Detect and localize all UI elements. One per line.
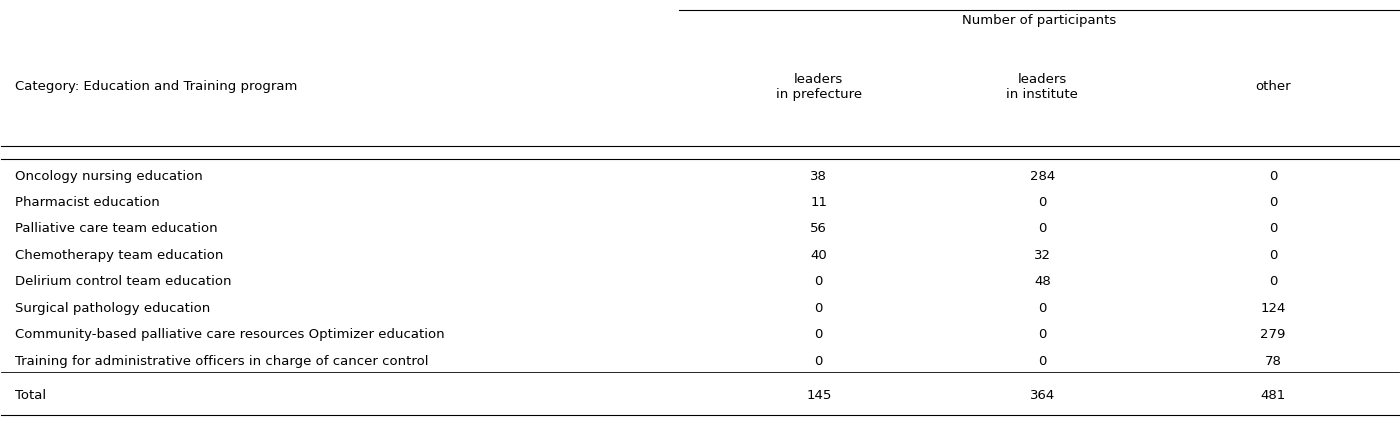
Text: 0: 0 [1268,169,1277,183]
Text: Community-based palliative care resources Optimizer education: Community-based palliative care resource… [15,328,445,341]
Text: 0: 0 [1268,223,1277,236]
Text: Pharmacist education: Pharmacist education [15,196,160,209]
Text: 124: 124 [1260,302,1285,315]
Text: 0: 0 [1268,196,1277,209]
Text: 0: 0 [1039,328,1047,341]
Text: 0: 0 [1039,223,1047,236]
Text: Total: Total [15,389,46,402]
Text: 40: 40 [811,249,827,262]
Text: Delirium control team education: Delirium control team education [15,275,232,288]
Text: 32: 32 [1033,249,1051,262]
Text: 145: 145 [806,389,832,402]
Text: other: other [1254,80,1291,93]
Text: leaders
in prefecture: leaders in prefecture [776,73,862,101]
Text: 0: 0 [1039,302,1047,315]
Text: 0: 0 [1268,249,1277,262]
Text: 481: 481 [1260,389,1285,402]
Text: 48: 48 [1035,275,1050,288]
Text: Oncology nursing education: Oncology nursing education [15,169,203,183]
Text: 364: 364 [1029,389,1056,402]
Text: leaders
in institute: leaders in institute [1007,73,1078,101]
Text: Palliative care team education: Palliative care team education [15,223,218,236]
Text: 0: 0 [815,275,823,288]
Text: 279: 279 [1260,328,1285,341]
Text: 38: 38 [811,169,827,183]
Text: Surgical pathology education: Surgical pathology education [15,302,210,315]
Text: 0: 0 [815,328,823,341]
Text: 0: 0 [815,355,823,368]
Text: 0: 0 [815,302,823,315]
Text: Category: Education and Training program: Category: Education and Training program [15,80,298,93]
Text: Training for administrative officers in charge of cancer control: Training for administrative officers in … [15,355,428,368]
Text: 56: 56 [811,223,827,236]
Text: 78: 78 [1264,355,1281,368]
Text: Number of participants: Number of participants [962,14,1116,27]
Text: Chemotherapy team education: Chemotherapy team education [15,249,224,262]
Text: 0: 0 [1268,275,1277,288]
Text: 0: 0 [1039,355,1047,368]
Text: 0: 0 [1039,196,1047,209]
Text: 11: 11 [811,196,827,209]
Text: 284: 284 [1029,169,1056,183]
